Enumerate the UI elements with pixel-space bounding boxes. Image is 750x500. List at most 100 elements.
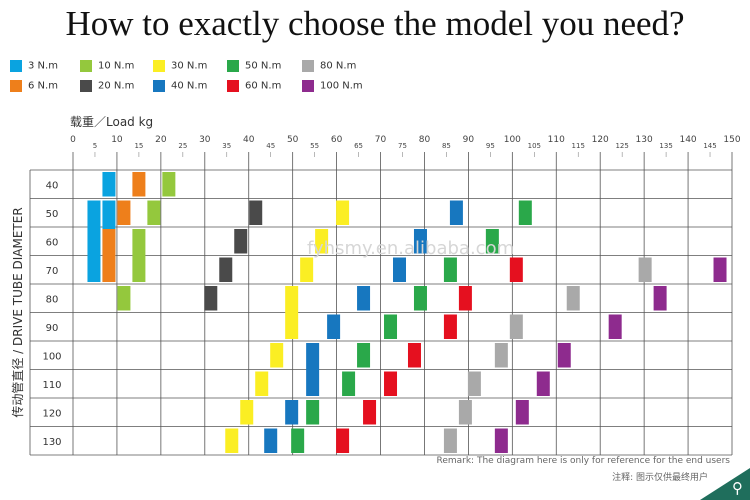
torque-bar — [393, 257, 407, 282]
x-tick-label: 150 — [723, 135, 740, 145]
row-label: 60 — [46, 237, 59, 248]
torque-bar — [162, 172, 176, 197]
x-tick-label: 45 — [266, 142, 275, 150]
x-tick-label: 115 — [572, 142, 585, 150]
x-tick-label: 80 — [419, 135, 431, 145]
legend-item: 80 N.m — [302, 60, 356, 74]
torque-bar — [117, 200, 131, 225]
x-tick-label: 70 — [375, 135, 387, 145]
torque-bar — [132, 229, 146, 282]
torque-bar — [518, 200, 532, 225]
torque-bar — [219, 257, 233, 282]
torque-bar — [204, 286, 218, 311]
torque-bar — [384, 314, 398, 339]
torque-bar — [342, 371, 356, 396]
legend-label: 60 N.m — [245, 80, 282, 92]
legend-label: 10 N.m — [98, 60, 135, 72]
legend-swatch — [80, 60, 92, 72]
row-label: 130 — [42, 437, 61, 448]
legend-swatch — [153, 60, 165, 72]
torque-bar — [536, 371, 550, 396]
legend-label: 40 N.m — [171, 80, 208, 92]
torque-bar — [713, 257, 727, 282]
row-label: 40 — [46, 180, 59, 191]
torque-bar — [653, 286, 667, 311]
legend-swatch — [153, 80, 165, 92]
legend-swatch — [227, 80, 239, 92]
x-tick-label: 65 — [354, 142, 363, 150]
torque-bar — [264, 428, 278, 453]
legend-item: 10 N.m — [80, 60, 134, 74]
torque-bar — [384, 371, 398, 396]
legend-item: 60 N.m — [227, 80, 281, 94]
x-tick-label: 5 — [93, 142, 97, 150]
x-tick-label: 20 — [155, 135, 167, 145]
row-label: 50 — [46, 209, 59, 220]
torque-bar — [291, 428, 305, 453]
torque-bar — [102, 172, 116, 197]
legend-swatch — [302, 80, 314, 92]
torque-bar — [509, 257, 523, 282]
torque-bar — [285, 400, 299, 425]
torque-bar — [225, 428, 239, 453]
torque-bar — [234, 229, 248, 254]
legend-label: 30 N.m — [171, 60, 208, 72]
row-label: 70 — [46, 266, 59, 277]
legend-item: 30 N.m — [153, 60, 207, 74]
x-tick-label: 10 — [111, 135, 123, 145]
legend-swatch — [302, 60, 314, 72]
row-label: 100 — [42, 351, 61, 362]
torque-bar — [413, 229, 427, 254]
x-tick-label: 105 — [528, 142, 541, 150]
torque-bar — [117, 286, 131, 311]
x-tick-label: 95 — [486, 142, 495, 150]
torque-bar — [608, 314, 622, 339]
y-axis-label: 传动管直径 / DRIVE TUBE DIAMETER — [10, 207, 25, 417]
torque-bar — [443, 314, 457, 339]
torque-bar — [336, 200, 350, 225]
torque-bar — [357, 286, 371, 311]
torque-bar — [449, 200, 463, 225]
legend-label: 3 N.m — [28, 60, 58, 72]
x-tick-label: 35 — [222, 142, 231, 150]
torque-bar — [306, 343, 320, 396]
torque-bar — [458, 400, 472, 425]
row-label: 90 — [46, 323, 59, 334]
x-tick-label: 40 — [243, 135, 255, 145]
x-tick-label: 135 — [659, 142, 672, 150]
x-tick-label: 125 — [615, 142, 628, 150]
torque-bar — [336, 428, 350, 453]
torque-bar — [102, 229, 116, 282]
torque-bar — [407, 343, 421, 368]
legend-label: 50 N.m — [245, 60, 282, 72]
remark-text-cn: 注释: 图示仅供最终用户 — [612, 473, 708, 483]
legend-swatch — [80, 80, 92, 92]
row-label: 80 — [46, 294, 59, 305]
legend-label: 6 N.m — [28, 80, 58, 92]
x-axis-label: 载重／Load kg — [70, 115, 153, 129]
torque-bar — [240, 400, 254, 425]
legend-label: 20 N.m — [98, 80, 135, 92]
torque-bar — [132, 172, 146, 197]
legend-swatch — [227, 60, 239, 72]
torque-bar — [494, 343, 508, 368]
search-icon: ⚲ — [732, 479, 743, 497]
x-tick-label: 55 — [310, 142, 319, 150]
x-tick-label: 120 — [592, 135, 609, 145]
legend-item: 3 N.m — [10, 60, 58, 74]
row-label: 120 — [42, 408, 61, 419]
torque-bar — [249, 200, 263, 225]
legend-label: 80 N.m — [320, 60, 357, 72]
torque-bar — [494, 428, 508, 453]
torque-bar — [485, 229, 499, 254]
torque-bar — [357, 343, 371, 368]
torque-bar — [638, 257, 652, 282]
torque-bar — [515, 400, 529, 425]
legend-item: 6 N.m — [10, 80, 58, 94]
x-tick-label: 90 — [463, 135, 475, 145]
torque-bar — [327, 314, 341, 339]
x-tick-label: 130 — [636, 135, 653, 145]
torque-bar — [285, 286, 299, 339]
legend-label: 100 N.m — [320, 80, 363, 92]
